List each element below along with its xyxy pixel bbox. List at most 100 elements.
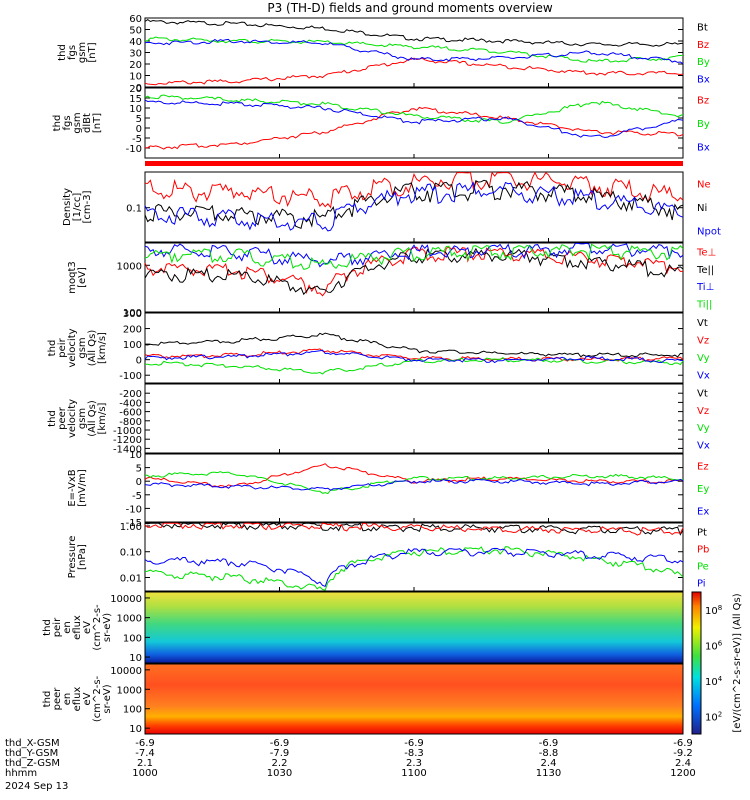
- y-axis-label: fgs: [67, 45, 78, 60]
- legend-Te⊥: Te⊥: [696, 248, 716, 259]
- colorbar-tick-exponent: 6: [718, 639, 723, 647]
- y-axis-label: peer: [57, 406, 68, 430]
- legend-By: By: [697, 119, 710, 130]
- y-tick-label: 15: [129, 94, 142, 105]
- panel-frame: [144, 663, 684, 735]
- panel-frame: [144, 383, 684, 454]
- y-axis-label: gsm: [77, 42, 88, 63]
- y-tick-label: 10: [129, 104, 142, 115]
- y-tick-label: 100: [123, 308, 142, 319]
- y-axis-label: velocity: [67, 399, 78, 438]
- y-tick-label: 0: [136, 477, 142, 488]
- plot-title: P3 (TH-D) fields and ground moments over…: [267, 1, 552, 15]
- legend-Ti⊥: Ti⊥: [696, 282, 714, 293]
- x-row-value: 2.1: [137, 758, 153, 769]
- legend-Te||: Te||: [696, 265, 714, 276]
- x-row-label: thd_X-GSM: [5, 738, 60, 749]
- legend-Bz: Bz: [697, 96, 709, 107]
- y-tick-label: 100: [123, 633, 142, 644]
- panel-density: 0.1 Density [1/cc] [cm-3] Ne Ni Npot: [62, 171, 721, 243]
- y-tick-label: -5: [132, 134, 142, 145]
- series-Pi: [144, 547, 684, 588]
- panel-frame: [144, 17, 684, 88]
- legend-Npot: Npot: [697, 226, 721, 237]
- x-row-value: -7.4: [135, 748, 155, 759]
- legend-Pe: Pe: [697, 562, 709, 573]
- y-axis-label: moqt3: [67, 261, 78, 294]
- y-tick-label: 50: [129, 26, 142, 37]
- series-Ey: [144, 471, 684, 495]
- y-axis-label: thd: [42, 691, 53, 708]
- y-tick-label: 10000: [110, 594, 142, 605]
- y-axis-label: gsm: [77, 408, 88, 429]
- x-row-value: 1100: [401, 768, 426, 779]
- y-axis-label: [mV/m]: [77, 469, 88, 507]
- series-Ti||: [144, 243, 684, 270]
- legend-Ni: Ni: [697, 203, 707, 214]
- x-row-value: -9.2: [673, 748, 693, 759]
- y-tick-label: 0: [136, 83, 142, 94]
- y-axis-label: fgs: [62, 115, 73, 130]
- panel-peir-velocity: -100 0 100 200 300 thd peir velocity gsm (All Qs)…: [47, 309, 710, 384]
- quality-flag-bar: [145, 161, 683, 166]
- legend-Vt: Vt: [697, 318, 708, 329]
- series-Bz: [145, 106, 684, 150]
- x-row-value: 2.4: [541, 758, 557, 769]
- x-row-value: -6.9: [404, 738, 424, 749]
- y-tick-label: -15: [126, 518, 142, 529]
- x-row-value: 2.2: [272, 758, 288, 769]
- y-axis-label: velocity: [67, 328, 78, 367]
- panel-pressure: 0.01 0.10 1.00 Pressure [nPa] Pt Pb Pe Pi: [67, 522, 709, 592]
- x-row-value: 1000: [132, 768, 157, 779]
- y-tick-label: -800: [119, 417, 142, 428]
- y-axis-label: [nT]: [87, 42, 98, 62]
- legend-Bx: Bx: [697, 142, 710, 153]
- x-row-value: -6.9: [673, 738, 693, 749]
- y-axis-label: thd: [47, 340, 58, 357]
- x-row-value: -8.3: [404, 748, 424, 759]
- panel-peer-velocity: -1400-1200-1000-800-600-400-200 thd peer ve…: [47, 383, 710, 455]
- panel-frame: [144, 312, 684, 384]
- legend-Bt: Bt: [697, 23, 708, 34]
- series-By: [144, 94, 684, 124]
- x-row-value: 1200: [670, 768, 695, 779]
- panel-frame: [144, 453, 684, 523]
- y-tick-label: 0.10: [120, 548, 142, 559]
- y-tick-label: 20: [129, 60, 142, 71]
- y-axis-label: [km/s]: [97, 402, 108, 434]
- panel-temperature: 100 1000 moqt3 [eV] Te⊥ Te|| Ti⊥ Ti||: [67, 242, 716, 319]
- y-tick-label: -10: [126, 144, 142, 155]
- series-Pb: [144, 522, 684, 536]
- legend-Vz: Vz: [697, 406, 709, 417]
- legend-Pi: Pi: [697, 579, 706, 590]
- colorbar-scale: [691, 591, 702, 735]
- y-axis-label: [nPa]: [77, 544, 88, 570]
- legend-Ex: Ex: [697, 507, 709, 518]
- y-tick-label: 0: [136, 356, 142, 367]
- x-row-label: hhmm: [5, 768, 37, 779]
- y-axis-label: dlBt: [82, 113, 93, 133]
- legend-Vz: Vz: [697, 335, 709, 346]
- colorbar-tick-label: 106: [705, 639, 723, 652]
- x-row-value: -8.8: [539, 748, 559, 759]
- y-axis-label: eflux: [72, 615, 83, 640]
- y-axis-label: eV: [82, 621, 93, 634]
- y-tick-label: 0: [136, 124, 142, 135]
- y-tick-label: 5: [136, 114, 142, 125]
- y-axis-label: thd: [57, 44, 68, 61]
- legend-Ez: Ez: [697, 461, 709, 472]
- y-axis-label: [eV]: [77, 267, 88, 288]
- y-axis-label: E=-VxB: [67, 469, 78, 506]
- y-tick-label: 0.1: [126, 204, 142, 215]
- y-axis-label: thd: [52, 115, 63, 132]
- colorbar-tick-label: 108: [705, 604, 722, 617]
- panel-peir-en-eflux: 10 100 1000 10000 thd peir en eflux eV (cm^2-s-sr…: [42, 591, 684, 664]
- series-Npot: [144, 181, 684, 232]
- y-axis-label: [km/s]: [97, 332, 108, 364]
- x-row-value: 2.3: [406, 758, 422, 769]
- y-axis-label: thd: [47, 410, 58, 427]
